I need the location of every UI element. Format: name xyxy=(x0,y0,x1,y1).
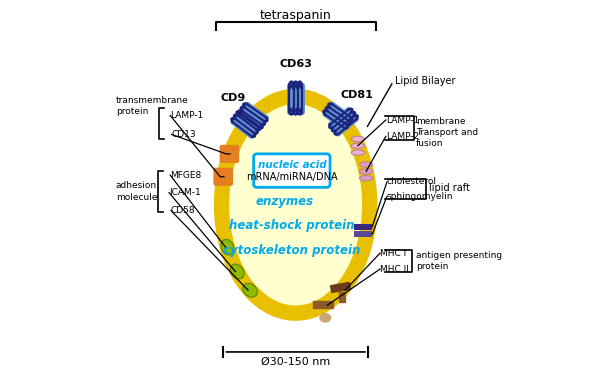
Text: transmembrane
protein: transmembrane protein xyxy=(116,96,188,116)
Bar xyxy=(331,282,350,293)
Text: CD81: CD81 xyxy=(340,90,373,100)
Bar xyxy=(354,231,372,237)
FancyBboxPatch shape xyxy=(220,146,238,162)
Text: CD58: CD58 xyxy=(171,206,196,215)
Text: CD9: CD9 xyxy=(220,93,246,103)
Text: CD63: CD63 xyxy=(279,59,312,69)
Text: cholesterol: cholesterol xyxy=(387,177,437,187)
Text: ICAM-1: ICAM-1 xyxy=(169,188,201,197)
Text: MFGE8: MFGE8 xyxy=(170,171,201,180)
Ellipse shape xyxy=(221,97,370,313)
Ellipse shape xyxy=(359,169,373,174)
Bar xyxy=(313,301,333,308)
FancyBboxPatch shape xyxy=(254,154,330,187)
Text: MHC I: MHC I xyxy=(380,249,406,258)
Text: antigen presenting
protein: antigen presenting protein xyxy=(416,250,502,271)
Ellipse shape xyxy=(243,283,257,297)
Text: sphingomyelin: sphingomyelin xyxy=(387,192,454,201)
Text: membrane
Transport and
fusion: membrane Transport and fusion xyxy=(416,117,478,148)
Text: LAMP-2: LAMP-2 xyxy=(385,132,419,141)
Text: LAMP-1: LAMP-1 xyxy=(385,116,419,124)
Ellipse shape xyxy=(351,150,364,155)
Text: lipid raft: lipid raft xyxy=(429,183,471,193)
Text: adhesion
molecule: adhesion molecule xyxy=(116,182,157,201)
FancyBboxPatch shape xyxy=(214,169,232,185)
Bar xyxy=(354,224,372,230)
Ellipse shape xyxy=(320,314,331,322)
Text: Lipid Bilayer: Lipid Bilayer xyxy=(395,76,456,86)
Text: nucleic acid: nucleic acid xyxy=(258,160,326,170)
Text: heat-shock protein: heat-shock protein xyxy=(229,219,354,232)
Ellipse shape xyxy=(351,143,364,149)
Text: CD13: CD13 xyxy=(171,130,196,139)
Text: LAMP-1: LAMP-1 xyxy=(170,111,204,120)
Text: cytoskeleton protein: cytoskeleton protein xyxy=(223,244,361,257)
Ellipse shape xyxy=(359,175,373,181)
Text: Ø30-150 nm: Ø30-150 nm xyxy=(261,357,330,367)
Bar xyxy=(339,292,345,302)
Text: tetraspanin: tetraspanin xyxy=(260,9,331,22)
Ellipse shape xyxy=(359,162,373,167)
Text: enzymes: enzymes xyxy=(255,195,313,208)
Ellipse shape xyxy=(221,239,234,255)
Ellipse shape xyxy=(230,264,244,279)
Text: mRNA/miRNA/DNA: mRNA/miRNA/DNA xyxy=(246,172,337,182)
Ellipse shape xyxy=(351,136,364,142)
Text: MHC II: MHC II xyxy=(380,265,409,273)
